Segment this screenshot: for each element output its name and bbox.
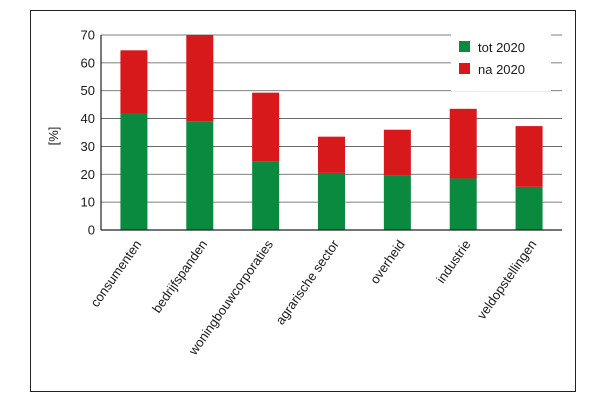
y-tick-labels: 0 10 20 30 40 50 60 70 [81, 28, 95, 238]
bar-tot-2020-6 [515, 186, 543, 230]
chart-frame: 0 10 20 30 40 50 60 70 consumenten bedrijfspande… [30, 10, 576, 392]
y-axis-label: [%] [46, 127, 61, 146]
x-tick-label: overheid [367, 237, 408, 286]
axes [100, 35, 562, 231]
bar-na-2020-3 [318, 136, 345, 173]
y-tick-label: 50 [81, 83, 95, 98]
bar-tot-2020-2 [252, 161, 280, 230]
x-tick-label: industrie [433, 237, 473, 286]
bar-tot-2020-5 [449, 178, 477, 230]
x-tick-label: consumenten [87, 237, 144, 310]
y-tick-label: 20 [81, 167, 95, 182]
bar-na-2020-0 [120, 50, 148, 113]
legend-label-na-2020: na 2020 [478, 62, 525, 77]
y-tick-label: 0 [88, 223, 95, 238]
bar-tot-2020-1 [186, 121, 214, 230]
stacked-bar-chart: 0 10 20 30 40 50 60 70 consumenten bedrijfspande… [46, 28, 562, 359]
legend-label-tot-2020: tot 2020 [478, 40, 525, 55]
bar-na-2020-2 [252, 92, 280, 162]
bar-na-2020-4 [383, 129, 411, 176]
bar-tot-2020-0 [120, 113, 148, 230]
legend-swatch-tot-2020 [459, 41, 470, 52]
bars [120, 35, 543, 230]
y-tick-label: 60 [81, 55, 95, 70]
x-tick-label: veldopstellingen [474, 237, 540, 322]
x-tick-label: agrarische sector [272, 237, 342, 328]
bar-na-2020-1 [186, 35, 214, 122]
x-tick-labels: consumenten bedrijfspandenwoningbouwcorpo… [87, 237, 539, 359]
bar-tot-2020-4 [383, 175, 411, 230]
legend-swatch-na-2020 [459, 63, 470, 74]
bar-na-2020-6 [515, 126, 543, 187]
y-tick-label: 70 [81, 28, 95, 43]
x-tick-label: bedrijfspanden [149, 237, 210, 315]
legend: tot 2020 na 2020 [451, 31, 551, 91]
y-tick-label: 40 [81, 111, 95, 126]
y-tick-label: 30 [81, 139, 95, 154]
bar-na-2020-5 [449, 108, 477, 179]
bar-tot-2020-3 [318, 172, 345, 230]
y-tick-label: 10 [81, 195, 95, 210]
